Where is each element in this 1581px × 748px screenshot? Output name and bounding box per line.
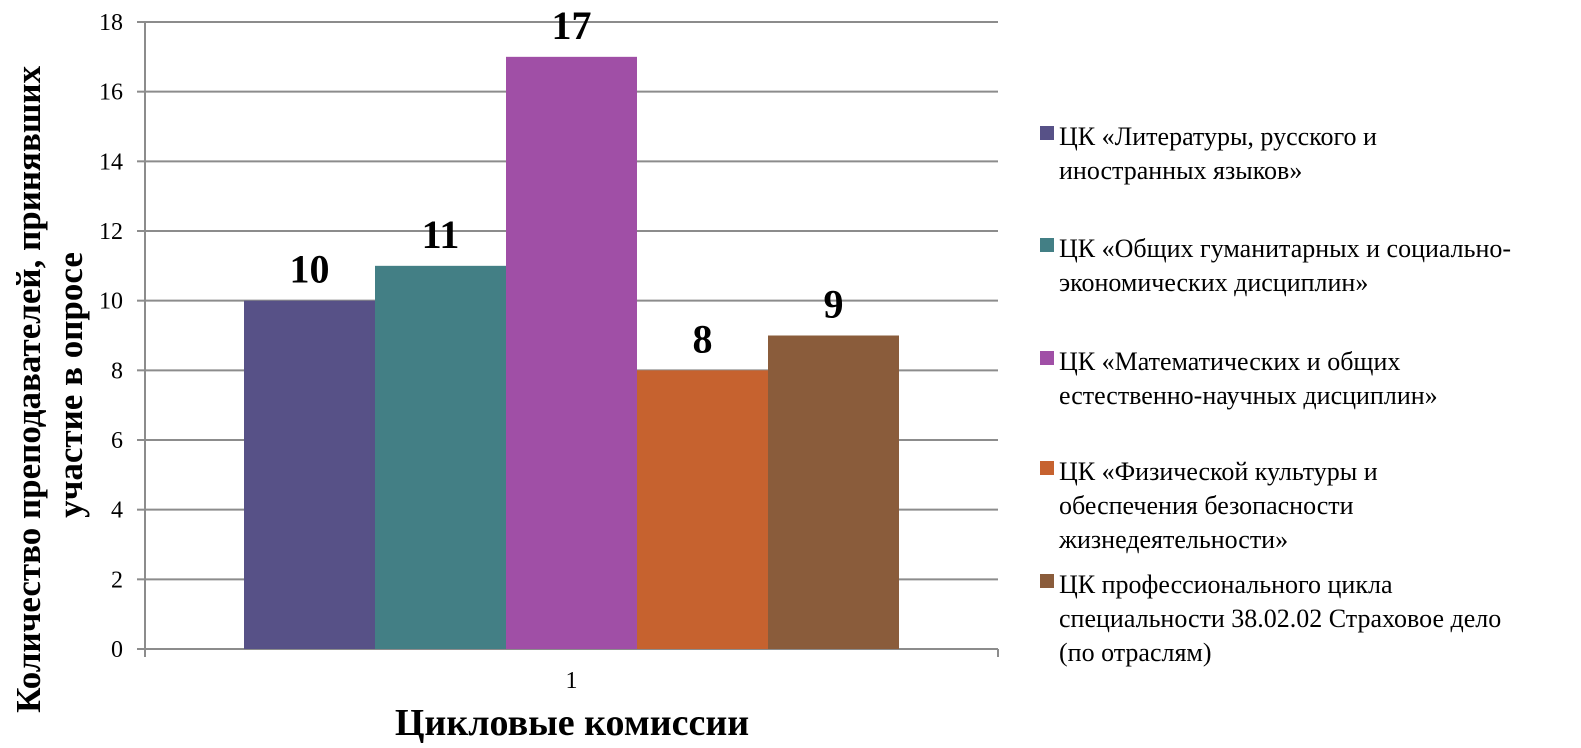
bars — [244, 56, 899, 650]
data-label: 9 — [824, 282, 844, 327]
legend-swatch — [1040, 574, 1054, 588]
legend-label: ЦК профессионального цикла специальности… — [1059, 570, 1502, 667]
legend-label: ЦК «Литературы, русского и иностранных я… — [1059, 122, 1377, 185]
y-axis-title: Количество преподавателей, принявших уча… — [9, 57, 90, 713]
legend-swatch — [1040, 238, 1054, 252]
legend-item: ЦК профессионального цикла специальности… — [1040, 568, 1580, 670]
axes: 0 2 4 6 8 10 12 14 16 18 1 — [99, 10, 999, 694]
y-tick-label: 0 — [111, 637, 123, 663]
y-tick-label: 6 — [111, 428, 123, 454]
bar — [637, 370, 768, 649]
y-tick-label: 2 — [111, 567, 123, 593]
legend-item: ЦК «Литературы, русского и иностранных я… — [1040, 120, 1580, 188]
bar — [244, 300, 375, 649]
y-tick-label: 16 — [99, 80, 123, 106]
data-label: 10 — [290, 247, 330, 292]
data-label: 8 — [693, 316, 713, 361]
legend-swatch — [1040, 126, 1054, 140]
x-tick-label: 1 — [566, 668, 578, 694]
legend-label: ЦК «Физической культуры и обеспечения бе… — [1059, 457, 1378, 554]
bar — [375, 265, 506, 649]
x-axis-title: Цикловые комиссии — [395, 702, 749, 744]
legend-item: ЦК «Физической культуры и обеспечения бе… — [1040, 455, 1580, 557]
y-tick-label: 18 — [99, 10, 123, 36]
y-tick-label: 8 — [111, 358, 123, 384]
y-tick-label: 4 — [111, 498, 123, 524]
legend-item: ЦК «Общих гуманитарных и социально- экон… — [1040, 232, 1580, 300]
legend-label: ЦК «Общих гуманитарных и социально- экон… — [1059, 234, 1512, 297]
bar — [506, 56, 637, 650]
y-tick-label: 10 — [99, 289, 123, 315]
data-labels: 10 11 17 8 9 — [290, 3, 844, 362]
y-tick-label: 14 — [99, 149, 123, 175]
legend-label: ЦК «Математических и общих естественно-н… — [1059, 347, 1438, 410]
bar — [768, 335, 899, 649]
legend-swatch — [1040, 351, 1054, 365]
legend-item: ЦК «Математических и общих естественно-н… — [1040, 345, 1580, 413]
y-axis-title-line-2: участие в опросе — [51, 252, 90, 518]
data-label: 17 — [552, 3, 592, 48]
y-tick-label: 12 — [99, 219, 123, 245]
legend-swatch — [1040, 461, 1054, 475]
y-axis-title-line-1: Количество преподавателей, принявших — [9, 65, 48, 712]
data-label: 11 — [422, 212, 460, 257]
